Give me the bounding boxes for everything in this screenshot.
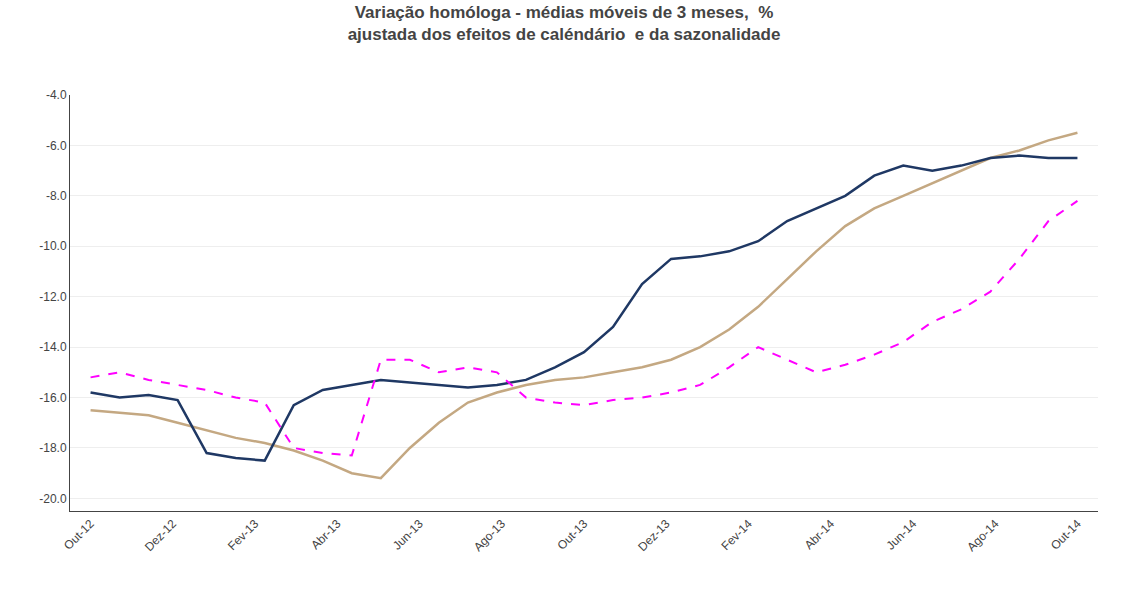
- svg-text:Fev-13: Fev-13: [225, 517, 262, 554]
- svg-text:Abr-13: Abr-13: [308, 517, 344, 553]
- svg-text:-12.0: -12.0: [39, 290, 67, 304]
- svg-text:Dez-13: Dez-13: [635, 517, 672, 554]
- svg-text:-16.0: -16.0: [39, 391, 67, 405]
- svg-text:Dez-12: Dez-12: [142, 517, 179, 554]
- svg-text:Jun-14: Jun-14: [883, 517, 919, 553]
- svg-text:Out-13: Out-13: [555, 517, 591, 553]
- svg-text:Variação homóloga - médias móv: Variação homóloga - médias móveis de 3 m…: [348, 3, 781, 44]
- svg-text:-18.0: -18.0: [39, 441, 67, 455]
- svg-text:Fev-14: Fev-14: [719, 517, 756, 554]
- svg-text:-6.0: -6.0: [46, 139, 67, 153]
- svg-text:-10.0: -10.0: [39, 239, 67, 253]
- svg-text:-4.0: -4.0: [46, 88, 67, 102]
- svg-text:Ago-14: Ago-14: [964, 517, 1001, 554]
- svg-text:Abr-14: Abr-14: [802, 517, 838, 553]
- svg-text:-14.0: -14.0: [39, 340, 67, 354]
- svg-text:Out-12: Out-12: [61, 517, 97, 553]
- svg-text:Ago-13: Ago-13: [471, 517, 508, 554]
- svg-text:Out-14: Out-14: [1048, 517, 1084, 553]
- svg-text:-8.0: -8.0: [46, 189, 67, 203]
- svg-text:-20.0: -20.0: [39, 492, 67, 506]
- svg-text:Jun-13: Jun-13: [390, 517, 426, 553]
